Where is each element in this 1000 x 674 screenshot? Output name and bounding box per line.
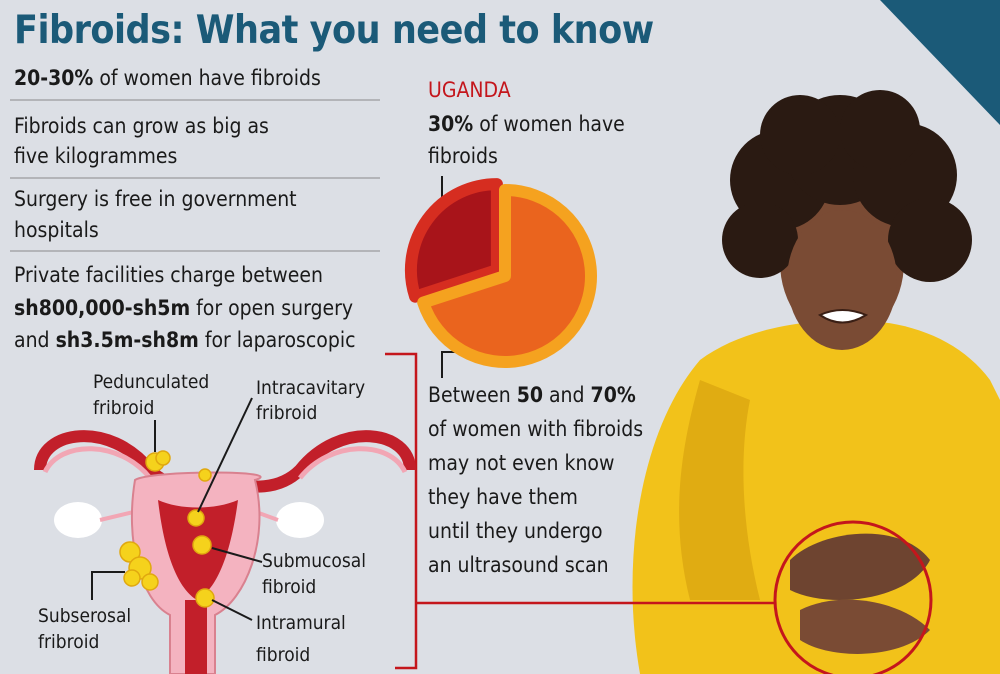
fact-line: Private facilities charge between — [14, 263, 323, 287]
unaware-line: an ultrasound scan — [428, 553, 609, 577]
stat-value: 50 — [516, 383, 543, 407]
stat-value: 70% — [590, 383, 636, 407]
title: Fibroids: What you need to know — [14, 8, 654, 53]
fact: 20-30% of women have fibroids — [14, 64, 321, 92]
diagram-label: Pedunculated — [93, 371, 210, 393]
price-range: sh3.5m-sh8m — [55, 328, 199, 352]
unaware-line: may not even know — [428, 451, 615, 475]
stat-line: fibroids — [428, 144, 498, 168]
fact-line: five kilogrammes — [14, 144, 178, 168]
fact-line: sh800,000-sh5m for open surgery — [14, 294, 353, 322]
diagram-label: fribroid — [38, 631, 100, 653]
stat-line: 30% of women have — [428, 110, 625, 138]
diagram-label: Subserosal — [38, 605, 132, 627]
diagram-label: fibroid — [256, 644, 311, 666]
diagram-label: Intracavitary — [256, 377, 366, 399]
text: Between — [428, 383, 511, 407]
fact-text: for laparoscopic — [204, 328, 356, 352]
fact-line: hospitals — [14, 218, 99, 242]
unaware-line: they have them — [428, 485, 578, 509]
fact-text: for open surgery — [196, 296, 354, 320]
pie-chart — [404, 178, 597, 368]
uterus-diagram — [34, 397, 416, 674]
diagram-label: Submucosal — [262, 550, 367, 572]
fact-bold: 20-30% — [14, 66, 94, 90]
stat-value: 30% — [428, 112, 474, 136]
separators — [10, 99, 380, 252]
diagram-label: Intramural — [256, 612, 346, 634]
diagram-label: fibroid — [262, 576, 317, 598]
fact-line: Surgery is free in government — [14, 187, 297, 211]
unaware-line: Between 50 and 70% — [428, 381, 636, 409]
connector — [385, 352, 776, 670]
pie-slice — [404, 178, 503, 303]
unaware-line: until they undergo — [428, 519, 603, 543]
country-label: UGANDA — [428, 78, 511, 102]
fact-line: and sh3.5m-sh8m for laparoscopic — [14, 326, 355, 354]
stat-text: of women have — [479, 112, 625, 136]
corner-triangle — [880, 0, 1000, 125]
diagram-label: fribroid — [256, 402, 318, 424]
fact-text: of women have fibroids — [99, 66, 321, 90]
fact-text: and — [14, 328, 50, 352]
diagram-label: fribroid — [93, 397, 155, 419]
unaware-line: of women with fibroids — [428, 417, 644, 441]
text: and — [548, 383, 585, 407]
price-range: sh800,000-sh5m — [14, 296, 191, 320]
woman-illustration — [632, 90, 1000, 674]
pie-slice — [417, 184, 597, 368]
fact-line: Fibroids can grow as big as — [14, 114, 269, 138]
